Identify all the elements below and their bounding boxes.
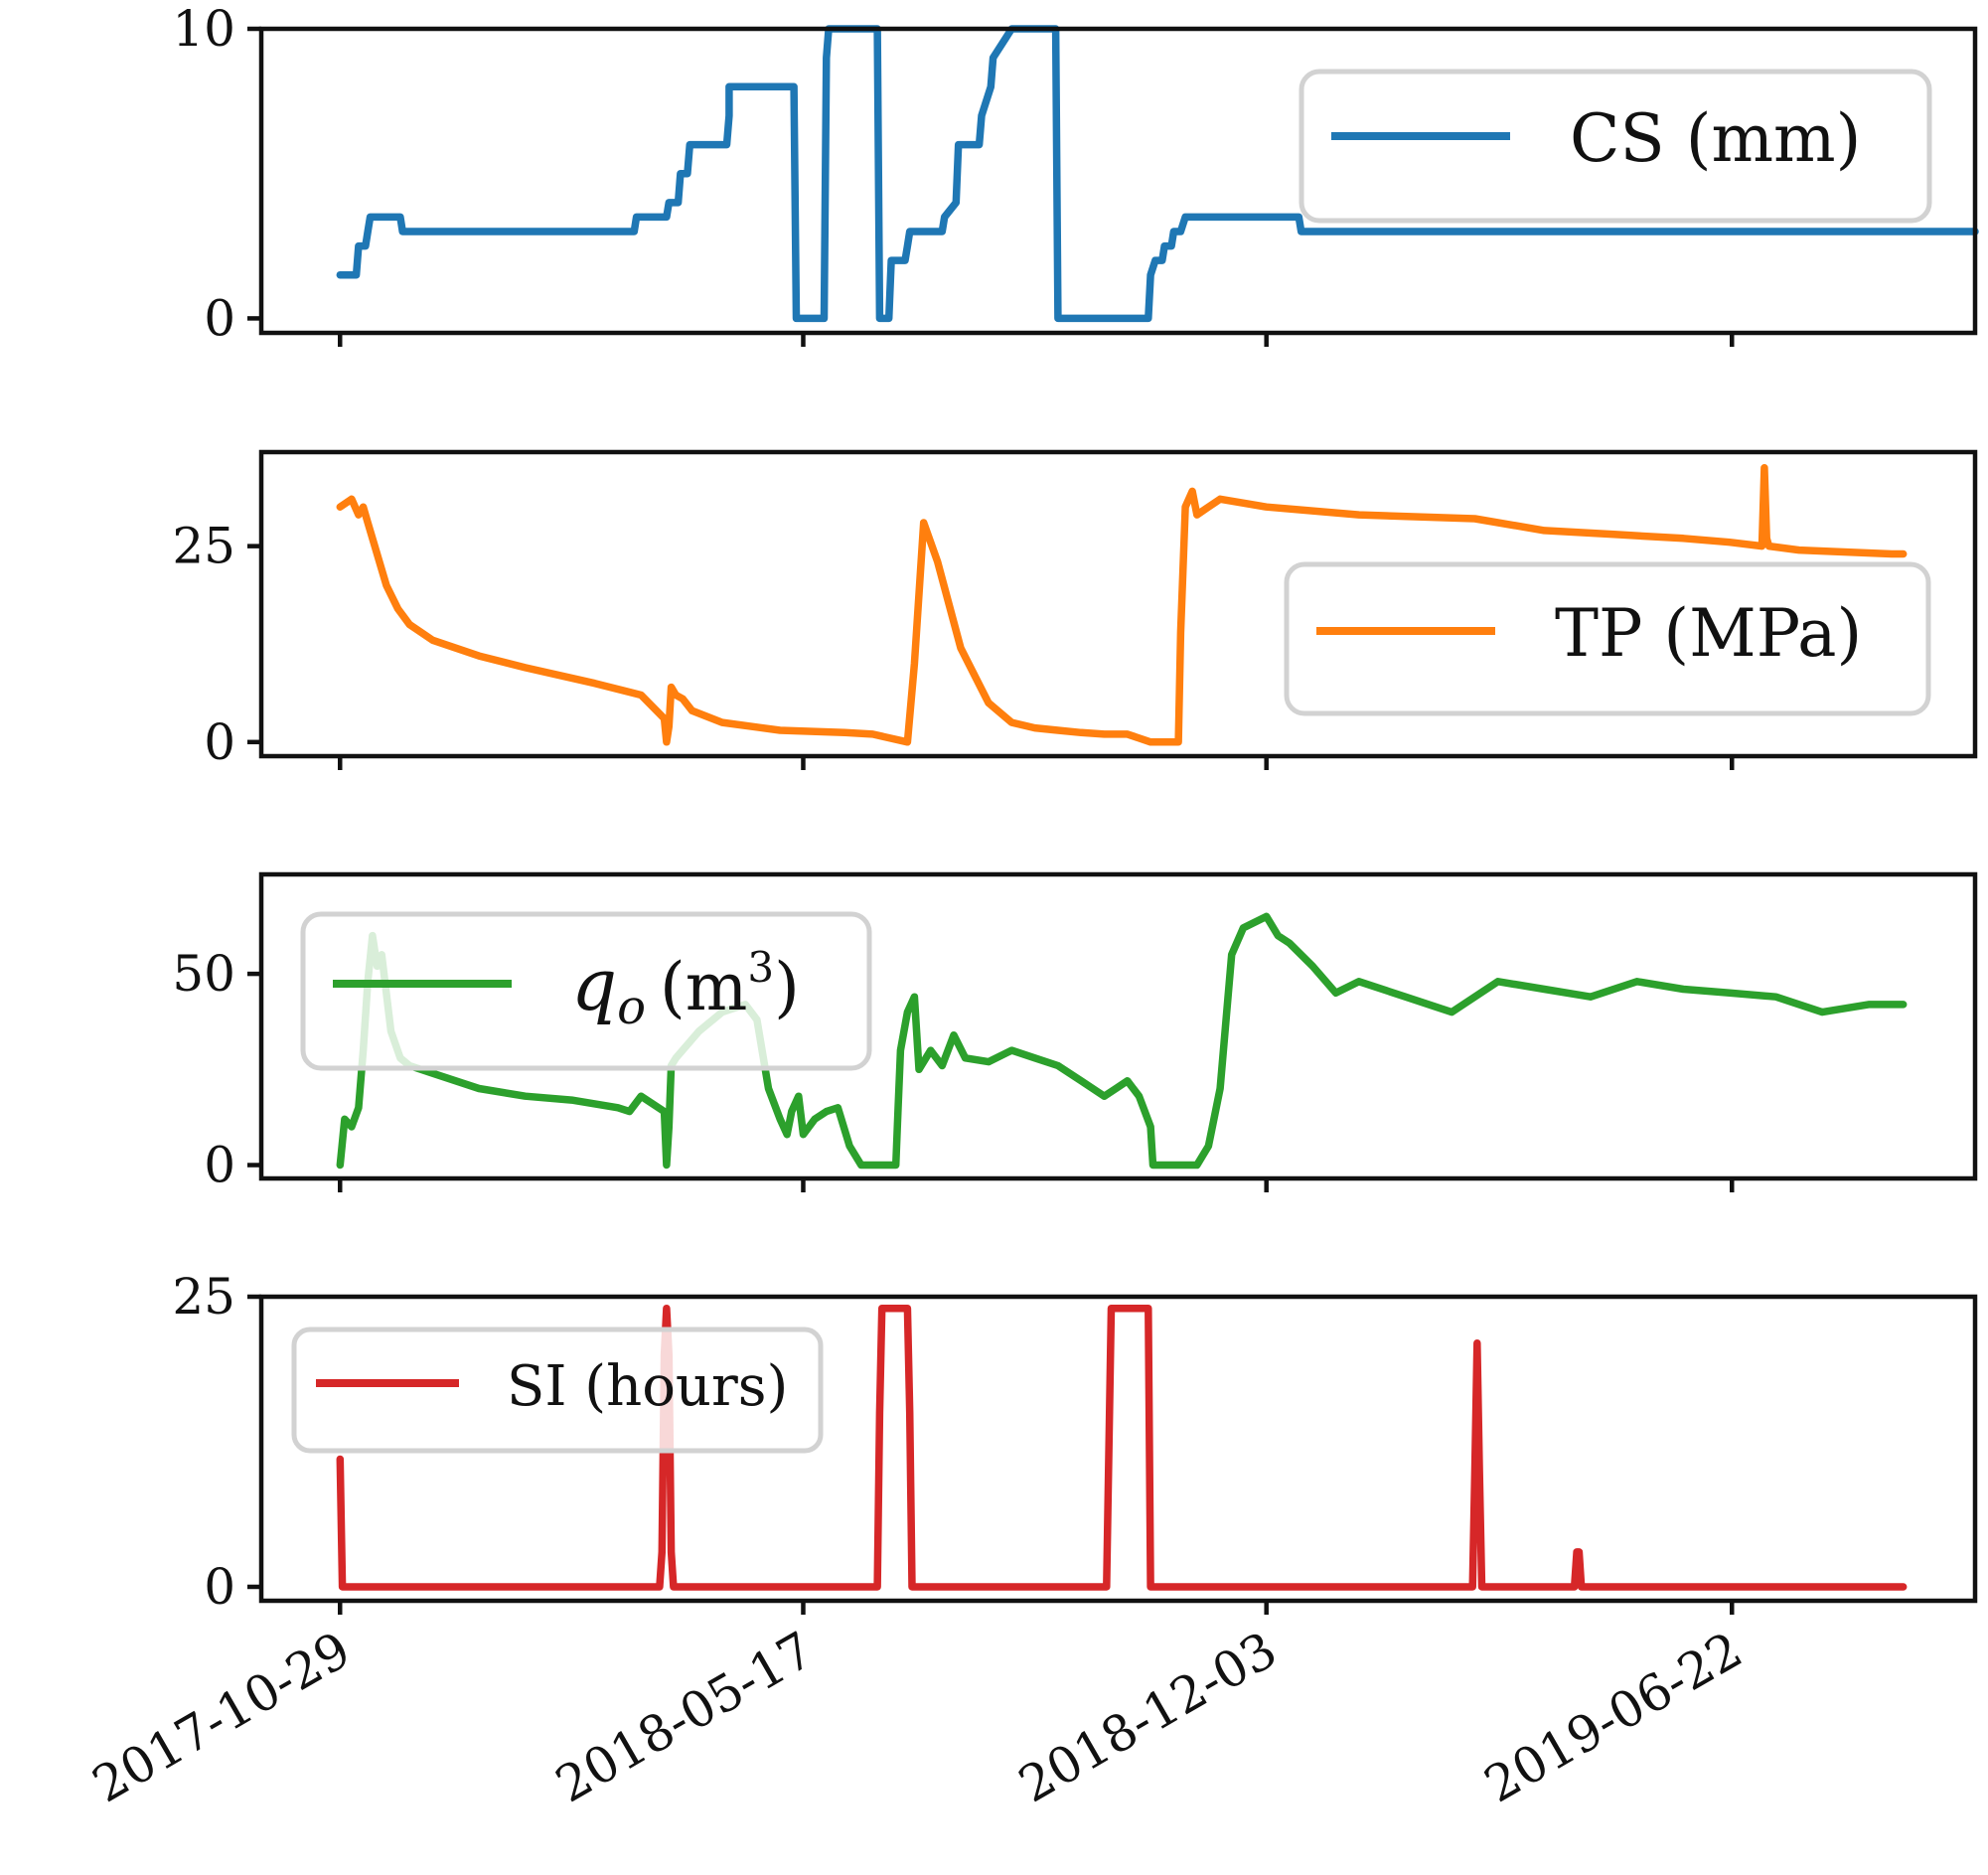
y-tick-label-tp-0: 0 bbox=[204, 713, 235, 771]
axes-frame-cs bbox=[258, 26, 1978, 336]
legend-box-si bbox=[291, 1327, 824, 1454]
axes-ticks-tp: 0 25 bbox=[172, 518, 1735, 771]
panel-si: 0 25 SI (hours) bbox=[172, 1268, 1978, 1616]
legend-box-qo bbox=[300, 911, 872, 1071]
y-tick-label-tp-1: 25 bbox=[172, 518, 235, 575]
legend-unit-close-qo: ) bbox=[774, 949, 800, 1025]
panel-tp: 0 25 TP (MPa) bbox=[172, 449, 1978, 771]
y-tick-label-qo-1: 50 bbox=[172, 945, 235, 1003]
panel-qo: 0 50 qo (m3) bbox=[172, 871, 1978, 1194]
legend-cs: CS (mm) bbox=[1299, 69, 1932, 224]
series-line-si bbox=[336, 1304, 1908, 1591]
panel-cs: 0 10 CS (mm) bbox=[172, 0, 1979, 347]
axes-frame-si bbox=[258, 1294, 1978, 1604]
axes-frame-qo bbox=[258, 871, 1978, 1181]
legend-math-symbol-qo: q bbox=[571, 943, 617, 1026]
axes-ticks-si: 0 25 bbox=[172, 1268, 1735, 1616]
axes-ticks-qo: 0 50 bbox=[172, 945, 1735, 1194]
y-tick-label-cs-1: 10 bbox=[172, 0, 235, 58]
legend-unit-superscript-qo: 3 bbox=[747, 943, 774, 992]
legend-box-tp bbox=[1284, 561, 1931, 716]
legend-unit-base-qo: m bbox=[686, 949, 748, 1025]
legend-si: SI (hours) bbox=[291, 1327, 824, 1454]
x-axis-date-labels: 2017-10-29 2018-05-17 2018-12-03 2019-06-22 bbox=[83, 1621, 1753, 1813]
legend-unit-open-qo: ( bbox=[660, 949, 686, 1025]
x-tick-label-0: 2017-10-29 bbox=[83, 1621, 361, 1813]
legend-qo: qo (m3) bbox=[300, 911, 872, 1071]
axes-frame-tp bbox=[258, 449, 1978, 759]
series-line-cs bbox=[336, 25, 1979, 323]
y-tick-label-qo-0: 0 bbox=[204, 1137, 235, 1194]
series-line-qo bbox=[336, 912, 1908, 1170]
x-tick-label-2: 2018-12-03 bbox=[1009, 1621, 1287, 1813]
y-tick-label-si-0: 0 bbox=[204, 1558, 235, 1616]
legend-math-subscript-qo: o bbox=[617, 980, 646, 1035]
x-tick-label-3: 2019-06-22 bbox=[1475, 1621, 1753, 1813]
legend-label-tp: TP (MPa) bbox=[1555, 595, 1862, 672]
y-tick-label-cs-0: 0 bbox=[204, 289, 235, 347]
legend-label-cs: CS (mm) bbox=[1570, 100, 1861, 177]
series-line-tp bbox=[336, 464, 1908, 746]
y-tick-label-si-1: 25 bbox=[172, 1268, 235, 1326]
legend-box-cs bbox=[1299, 69, 1932, 224]
legend-label-qo: qo (m3) bbox=[571, 943, 800, 1035]
legend-label-si: SI (hours) bbox=[507, 1354, 788, 1419]
legend-tp: TP (MPa) bbox=[1284, 561, 1931, 716]
x-tick-label-1: 2018-05-17 bbox=[546, 1621, 824, 1813]
axes-ticks-cs: 0 10 bbox=[172, 0, 1735, 347]
